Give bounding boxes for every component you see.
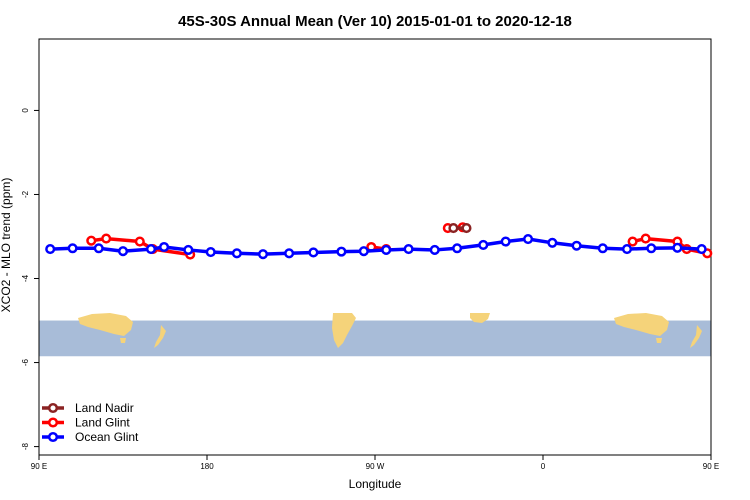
data-point-ocean-glint: [159, 241, 170, 253]
x-tick-label: 90 E: [31, 462, 47, 471]
series-layer: [45, 222, 713, 260]
map-strip: [39, 313, 711, 357]
data-point-land-glint: [640, 233, 651, 244]
axes: 90 E 180 90 W 0 90 E 0 -2 -4 -6 -8: [21, 38, 719, 471]
data-point-ocean-glint: [117, 246, 129, 257]
map-land-tasmania: [120, 338, 126, 343]
data-point-land-glint: [134, 236, 145, 247]
x-tick-label: 90 E: [703, 462, 719, 471]
data-point-ocean-glint: [67, 243, 78, 254]
data-point-land-glint: [86, 235, 97, 246]
map-land-australia-repeat: [614, 313, 669, 336]
y-tick-label: -4: [21, 274, 30, 282]
data-point-ocean-glint: [183, 244, 194, 255]
series-land-glint: [86, 222, 713, 260]
data-point-land-glint: [627, 236, 638, 247]
data-point-ocean-glint: [93, 243, 104, 254]
data-point-land-nadir: [448, 223, 459, 234]
series-line-ocean-glint: [50, 237, 702, 256]
y-tick-label: -8: [21, 442, 30, 450]
legend-label: Land Nadir: [75, 401, 134, 415]
y-tick-label: -2: [21, 190, 30, 198]
map-land-south-america: [332, 313, 356, 348]
data-point-ocean-glint: [403, 244, 414, 255]
chart-title: 45S-30S Annual Mean (Ver 10) 2015-01-01 …: [178, 13, 572, 30]
legend-label: Land Glint: [75, 416, 130, 430]
x-tick-label: 90 W: [366, 462, 385, 471]
data-point-ocean-glint: [45, 244, 56, 255]
data-point-ocean-glint: [547, 237, 558, 248]
data-point-ocean-glint: [597, 243, 608, 254]
legend-marker: [47, 431, 59, 443]
data-point-ocean-glint: [284, 248, 295, 259]
data-point-ocean-glint: [500, 236, 511, 247]
y-tick-label: -6: [21, 358, 30, 366]
legend-marker: [47, 417, 59, 428]
map-land-new-zealand: [154, 325, 166, 348]
legend-label: Ocean Glint: [75, 430, 139, 444]
map-land-south-africa: [470, 313, 490, 323]
series-land-nadir: [448, 223, 472, 234]
data-point-land-glint: [101, 233, 112, 244]
data-point-ocean-glint: [452, 243, 463, 254]
data-point-ocean-glint: [336, 246, 347, 257]
data-point-ocean-glint: [696, 244, 707, 255]
data-point-ocean-glint: [646, 243, 657, 254]
data-point-ocean-glint: [478, 239, 489, 250]
map-ocean: [39, 320, 711, 357]
data-point-ocean-glint: [257, 249, 269, 260]
data-point-ocean-glint: [308, 247, 319, 258]
data-point-ocean-glint: [621, 244, 633, 255]
map-land-tasmania-repeat: [656, 338, 662, 343]
data-point-ocean-glint: [358, 246, 369, 257]
data-point-ocean-glint: [429, 244, 440, 255]
legend-marker: [47, 402, 59, 414]
series-ocean-glint: [45, 233, 707, 260]
x-tick-label: 180: [200, 462, 214, 471]
legend-item-ocean-glint: Ocean Glint: [42, 430, 139, 444]
data-point-ocean-glint: [231, 248, 242, 259]
y-axis-title: XCO2 - MLO trend (ppm): [0, 178, 13, 313]
data-point-ocean-glint: [571, 240, 582, 251]
map-land-new-zealand-repeat: [690, 325, 702, 348]
legend-item-land-glint: Land Glint: [42, 416, 130, 430]
x-axis-title: Longitude: [349, 477, 402, 491]
data-point-land-nadir: [461, 223, 472, 234]
data-point-ocean-glint: [672, 242, 683, 253]
y-tick-label: 0: [21, 108, 30, 113]
x-tick-label: 0: [541, 462, 546, 471]
data-point-ocean-glint: [381, 244, 392, 255]
data-point-ocean-glint: [523, 233, 534, 245]
legend-item-land-nadir: Land Nadir: [42, 401, 134, 415]
map-land-australia: [78, 313, 133, 336]
data-point-ocean-glint: [205, 246, 216, 258]
data-point-ocean-glint: [145, 244, 157, 255]
